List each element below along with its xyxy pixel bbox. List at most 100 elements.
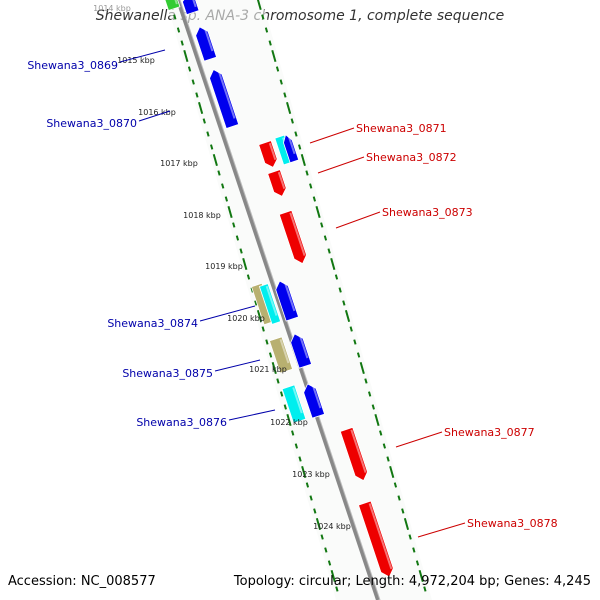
gene-shewana3-0875: [290, 333, 313, 369]
ruler-tick: [305, 482, 310, 488]
ruler-tick: [202, 118, 206, 124]
ruler-tick: [320, 222, 324, 228]
gene-shewana3-0871-a: [258, 140, 278, 168]
ruler-tick: [320, 534, 324, 540]
gene-blue-small: [283, 134, 300, 164]
ruler-label: 1014 kbp: [93, 4, 131, 13]
ruler-tick: [217, 170, 221, 176]
ruler-tick: [239, 248, 243, 254]
ruler-tick: [261, 14, 265, 20]
ruler-tick: [261, 326, 265, 332]
gene-shewana3-0874-cyan: [258, 283, 282, 325]
ruler-tick: [386, 456, 390, 462]
gene-label-leader: [199, 305, 256, 322]
ruler-tick: [408, 534, 412, 540]
ruler-tick: [313, 508, 317, 514]
ruler-tick: [268, 40, 272, 46]
gene-label: Shewana3_0877: [444, 426, 535, 439]
ruler-tick: [235, 235, 240, 241]
gene-label-leader: [138, 110, 171, 122]
gene-shewana3-0874: [275, 280, 299, 322]
ruler-tick: [334, 274, 339, 280]
ruler-tick: [379, 430, 383, 436]
ruler-tick: [359, 361, 365, 375]
gene-label: Shewana3_0873: [382, 206, 473, 219]
gene-label-leader: [317, 156, 365, 174]
ruler-tick: [283, 92, 287, 98]
ruler-tick: [232, 222, 236, 228]
ruler-tick: [412, 547, 416, 553]
chromosome-backbone: [176, 0, 380, 600]
ruler-tick: [312, 196, 317, 202]
ruler-tick: [290, 118, 294, 124]
gene-label-leader: [228, 409, 276, 421]
ruler-tick: [315, 205, 321, 219]
ruler-tick: [423, 586, 427, 592]
ruler-label: 1023 kbp: [292, 470, 330, 479]
gene-shewana3-0869: [195, 26, 218, 62]
ruler-tick: [342, 300, 346, 306]
gene-label-leader: [335, 211, 381, 229]
ruler-tick: [364, 378, 368, 384]
ruler-tick: [371, 404, 375, 410]
ruler-tick: [246, 274, 251, 280]
ruler-label: 1016 kbp: [138, 108, 176, 117]
ruler-tick: [324, 547, 328, 553]
ruler-tick: [279, 79, 283, 85]
gene-partial-green: [163, 0, 181, 12]
ruler-tick: [180, 40, 184, 46]
ruler-tick: [367, 391, 372, 397]
gene-label-leader: [309, 127, 355, 144]
ruler-label: 1022 kbp: [270, 418, 308, 427]
gene-label: Shewana3_0871: [356, 122, 447, 135]
gene-label: Shewana3_0869: [27, 59, 118, 72]
ruler-label: 1017 kbp: [160, 159, 198, 168]
ruler-tick: [265, 339, 269, 345]
sequence-band: [166, 0, 432, 600]
ruler-tick: [294, 131, 298, 137]
ruler-tick: [298, 456, 302, 462]
ruler-tick: [374, 413, 380, 427]
ruler-label: 1018 kbp: [183, 211, 221, 220]
ruler-tick: [286, 101, 292, 115]
ruler-tick: [187, 66, 192, 72]
gene-shewana3-0872: [267, 169, 287, 197]
ruler-tick: [176, 27, 181, 33]
ruler-tick: [256, 0, 262, 11]
ruler-tick: [283, 404, 287, 410]
ruler-tick: [212, 153, 218, 167]
ruler-tick: [276, 378, 280, 384]
gene-label: Shewana3_0875: [122, 367, 213, 380]
ruler-tick: [327, 248, 331, 254]
ruler-tick: [183, 49, 189, 63]
ruler-tick: [254, 300, 258, 306]
ruler-tick: [275, 66, 280, 72]
gene-shewana3-0877: [339, 426, 368, 482]
gene-label: Shewana3_0876: [136, 416, 227, 429]
ruler-tick: [349, 326, 353, 332]
ruler-tick: [291, 430, 295, 436]
ruler-tick: [271, 49, 277, 63]
ruler-tick: [315, 517, 322, 531]
ruler-tick: [294, 443, 299, 449]
gene-label: Shewana3_0874: [107, 317, 198, 330]
ruler-tick: [327, 560, 332, 566]
ruler-tick: [224, 196, 229, 202]
ruler-tick: [264, 27, 269, 33]
genome-summary-text: Topology: circular; Length: 4,972,204 bp…: [233, 574, 591, 589]
ruler-tick: [393, 482, 398, 488]
ruler-tick: [330, 257, 336, 271]
ruler-tick: [401, 508, 405, 514]
ruler-tick: [418, 569, 424, 583]
ruler-tick: [397, 495, 401, 501]
ruler-tick: [268, 352, 273, 358]
ruler-tick: [338, 287, 342, 293]
gene-shewana3-0876: [303, 383, 326, 419]
ruler-label: 1024 kbp: [313, 522, 351, 531]
gene-label-leader: [395, 431, 443, 448]
ruler-tick: [191, 79, 195, 85]
ruler-tick: [271, 361, 277, 375]
ruler-tick: [279, 391, 284, 397]
